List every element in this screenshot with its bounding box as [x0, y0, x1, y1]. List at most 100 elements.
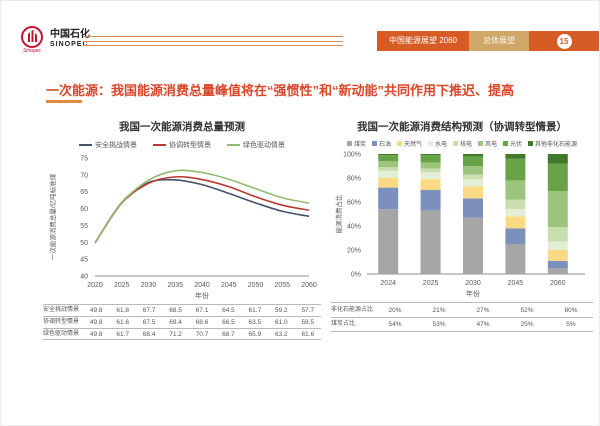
- logo-text-en: SINOPEC: [50, 40, 89, 48]
- x-tick-label: 2055: [274, 282, 290, 289]
- legend-item: 核电: [453, 139, 472, 148]
- bar-segment: [505, 228, 526, 244]
- legend-swatch: [79, 144, 92, 146]
- legend-label: 风电: [485, 142, 498, 148]
- y-tick-label: 0%: [351, 272, 361, 279]
- table-cell: 70.7: [195, 330, 209, 338]
- bar-segment: [420, 155, 441, 163]
- table-row: 非化石能源占比 20% 21% 27% 52% 80%: [331, 302, 593, 317]
- table-cell: 47%: [476, 321, 490, 328]
- y-tick-label: 60%: [347, 200, 361, 207]
- y-tick-label: 45: [80, 257, 88, 264]
- table-cell: 57.7: [301, 307, 315, 314]
- table-cell: 67.1: [195, 307, 209, 314]
- legend-item: 天然气: [396, 139, 422, 148]
- bar-segment: [463, 217, 483, 274]
- legend-item: 协调转型情景: [153, 140, 211, 150]
- legend-swatch: [153, 144, 166, 146]
- bar-segment: [378, 155, 399, 162]
- bar-segment: [420, 172, 441, 180]
- y-tick-label: 40: [80, 274, 88, 281]
- table-cell: 63.5: [248, 319, 262, 326]
- bar-segment: [463, 179, 483, 187]
- x-tick-label: 2030: [141, 282, 157, 289]
- bar-segment: [420, 210, 441, 274]
- y-tick-label: 80%: [347, 176, 361, 183]
- bar-segment: [547, 260, 568, 268]
- legend-label: 水电: [434, 142, 447, 148]
- table-cell: 68.6: [195, 319, 209, 326]
- table-row-label: 煤炭占比: [331, 321, 356, 328]
- legend-item: 绿色驱动情景: [227, 140, 285, 150]
- legend-swatch: [453, 141, 458, 146]
- right-chart-legend: 煤炭 石油 天然气 水电 核电 风电 光伏 其他非化石能源: [331, 139, 593, 148]
- left-data-table: 安全挑战情景 49.8 61.8 67.7 68.5 67.1 64.5 61.7 59.2 57…: [43, 304, 321, 340]
- content-area: 我国一次能源消费总量预测 安全挑战情景 协调转型情景 绿色驱动情景 40 45 50 55…: [43, 117, 593, 340]
- x-axis-label: 年份: [195, 291, 209, 300]
- header-band-section[interactable]: 总体展望: [469, 31, 529, 51]
- table-row: 安全挑战情景 49.8 61.8 67.7 68.5 67.1 64.5 61.7 59.2 57…: [43, 304, 321, 316]
- bar-segment: [547, 163, 568, 192]
- bar-segment: [420, 162, 441, 169]
- legend-item: 光伏: [503, 139, 522, 148]
- bar-segment: [378, 187, 399, 210]
- sinopec-logo-icon: Sinopec: [21, 26, 43, 53]
- right-data-table: 非化石能源占比 20% 21% 27% 52% 80% 煤炭占比 54% 53% 47% 25% 5%: [331, 302, 593, 332]
- slide-title: 一次能源：我国能源消费总量峰值将在“强惯性”和“新动能”共同作用下推迟、提高: [46, 83, 515, 98]
- legend-label: 天然气: [403, 142, 422, 148]
- x-tick-label: 2024: [380, 280, 396, 287]
- bar-segment: [505, 209, 526, 217]
- legend-item: 其他非化石能源: [528, 139, 577, 148]
- table-cell: 61.8: [116, 307, 129, 314]
- bar-segment: [378, 178, 399, 188]
- table-cell: 68.4: [142, 330, 156, 338]
- table-cell: 49.8: [89, 319, 103, 326]
- bar-segment: [463, 186, 483, 199]
- x-tick-label: 2060: [301, 282, 317, 289]
- table-cell: 27%: [476, 306, 490, 314]
- y-tick-label: 40%: [347, 224, 361, 231]
- bar-segment: [547, 154, 568, 164]
- bar-segment: [505, 216, 526, 229]
- table-cell: 63.2: [275, 330, 288, 338]
- bar-segment: [463, 174, 483, 180]
- x-tick-label: 2040: [194, 282, 210, 289]
- bar-segment: [463, 166, 483, 175]
- x-tick-label: 2035: [167, 282, 183, 289]
- legend-item: 水电: [427, 139, 447, 148]
- table-row-label: 非化石能源占比: [331, 306, 374, 313]
- line-series: [94, 178, 310, 244]
- legend-label: 其他非化石能源: [535, 142, 578, 148]
- y-tick-label: 70: [80, 172, 88, 179]
- legend-item: 石油: [371, 139, 391, 148]
- table-cell: 61.0: [275, 319, 288, 326]
- sinopec-logo: Sinopec 中国石化 SINOPEC: [19, 25, 90, 53]
- bar-segment: [378, 154, 399, 156]
- bar-segment: [505, 158, 526, 181]
- svg-text:Sinopec: Sinopec: [23, 48, 42, 53]
- table-cell: 80%: [564, 306, 578, 314]
- bar-segment: [547, 191, 568, 228]
- table-cell: 69.4: [169, 319, 182, 326]
- bar-segment: [463, 198, 483, 218]
- legend-item: 煤炭: [346, 139, 366, 148]
- y-tick-label: 60: [80, 206, 88, 213]
- y-tick-label: 50: [80, 240, 88, 247]
- x-tick-label: 2025: [114, 282, 130, 289]
- bar-segment: [547, 268, 568, 274]
- table-cell: 25%: [520, 321, 534, 328]
- x-tick-label: 2045: [508, 280, 524, 287]
- y-axis-label: 一次能源消费总量/亿吨标准煤: [48, 173, 57, 260]
- legend-swatch: [396, 141, 402, 146]
- table-row-label: 协调转型情景: [43, 319, 80, 326]
- table-cell: 54%: [388, 321, 402, 328]
- legend-label: 安全挑战情景: [95, 142, 137, 149]
- header-bands: 中国能源展望 2060 总体展望 15: [376, 31, 599, 51]
- table-cell: 52%: [520, 306, 534, 314]
- legend-swatch: [528, 141, 534, 146]
- x-tick-label: 2025: [423, 280, 439, 287]
- table-cell: 61.6: [301, 330, 315, 338]
- legend-label: 光伏: [510, 142, 523, 148]
- bar-segment: [505, 180, 526, 200]
